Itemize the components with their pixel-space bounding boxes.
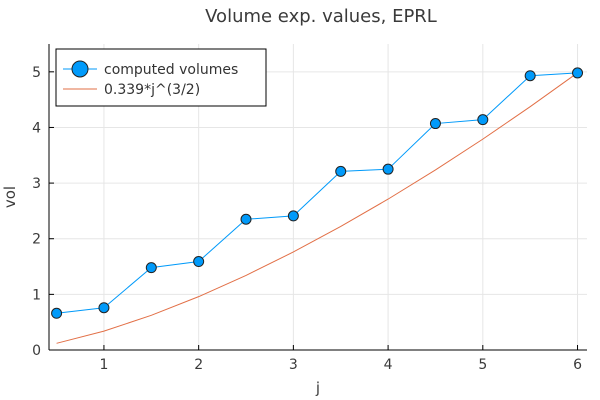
data-point — [429, 118, 441, 130]
x-tick-label: 4 — [384, 357, 393, 373]
data-point — [335, 165, 347, 177]
legend: computed volumes 0.339*j^(3/2) — [55, 48, 267, 107]
chart-title: Volume exp. values, EPRL — [205, 6, 437, 27]
data-point — [240, 213, 252, 225]
legend-label-computed-volumes: computed volumes — [104, 62, 238, 78]
legend-box — [55, 48, 267, 107]
y-axis-label: vol — [1, 186, 19, 208]
data-point — [145, 262, 157, 274]
y-tick-label: 2 — [32, 232, 41, 248]
data-point — [51, 307, 63, 319]
x-tick-label: 1 — [99, 357, 108, 373]
x-tick-label: 3 — [289, 357, 298, 373]
data-point — [572, 67, 584, 79]
data-point — [524, 70, 536, 82]
x-tick-label: 2 — [194, 357, 203, 373]
plot-area — [51, 67, 584, 344]
legend-label-fit: 0.339*j^(3/2) — [104, 82, 200, 98]
axes: 1 2 3 4 5 6 0 1 2 3 4 5 — [32, 44, 587, 373]
y-tick-label: 4 — [32, 120, 41, 136]
series-line-0-339-j-3-2 — [56, 72, 578, 344]
x-tick-label: 6 — [573, 357, 582, 373]
data-point — [98, 302, 110, 314]
x-axis-label: j — [315, 379, 320, 397]
data-point — [287, 210, 299, 222]
data-point — [477, 114, 489, 126]
y-tick-label: 0 — [32, 343, 41, 359]
data-point — [382, 163, 394, 175]
y-tick-label: 1 — [32, 287, 41, 303]
series-line-computed-volumes — [56, 72, 578, 314]
x-tick-label: 5 — [478, 357, 487, 373]
data-point — [193, 256, 205, 268]
y-tick-label: 3 — [32, 176, 41, 192]
legend-marker-computed-volumes — [71, 60, 89, 78]
y-tick-label: 5 — [32, 65, 41, 81]
